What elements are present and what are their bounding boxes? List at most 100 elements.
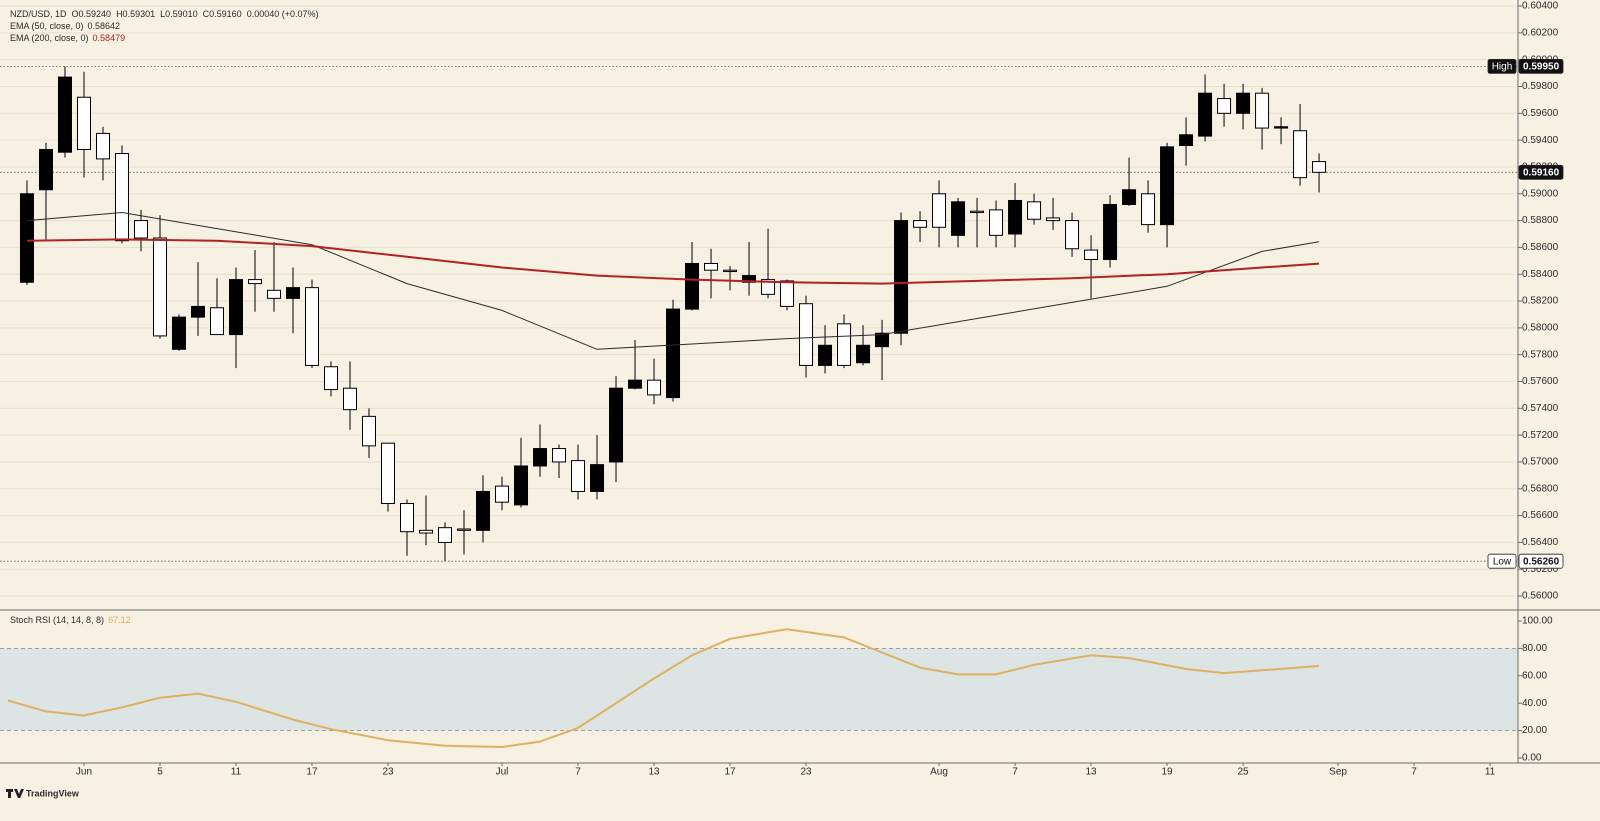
candle-body bbox=[514, 465, 529, 506]
legend-item: C0.59160 bbox=[203, 9, 242, 19]
y-tick-label: 0.00 bbox=[1522, 753, 1542, 764]
candle-body bbox=[799, 303, 814, 366]
candle-body bbox=[476, 490, 491, 531]
legend: NZD/USD, 1D O0.59240 H0.59301 L0.59010 C0.59… bbox=[10, 9, 319, 19]
candle-body bbox=[495, 485, 510, 503]
candle-body bbox=[247, 279, 262, 285]
candle-body bbox=[552, 448, 567, 463]
candle-body bbox=[1160, 146, 1175, 226]
candle-body bbox=[114, 153, 129, 242]
x-tick-label: Jun bbox=[76, 767, 92, 778]
y-tick-label: 0.57200 bbox=[1522, 430, 1559, 441]
candle-body bbox=[951, 201, 966, 236]
candle-body bbox=[304, 287, 319, 366]
candle-body bbox=[685, 262, 700, 310]
x-tick-label: 25 bbox=[1237, 767, 1249, 778]
candle-body bbox=[1312, 161, 1327, 173]
candle-body bbox=[666, 308, 681, 399]
candle-body bbox=[704, 262, 719, 271]
band bbox=[0, 648, 1518, 731]
y-tick-label: 0.58400 bbox=[1522, 269, 1559, 280]
logo: TradingView bbox=[6, 788, 80, 798]
y-tick-label: 0.56200 bbox=[1522, 564, 1559, 575]
x-tick-label: 23 bbox=[800, 767, 812, 778]
marker-tag-label: Low bbox=[1493, 556, 1512, 567]
candle-body bbox=[1065, 220, 1080, 250]
candle-body bbox=[57, 76, 72, 153]
indicator-line bbox=[7, 628, 1320, 748]
legend-symbol: NZD/USD, 1D bbox=[10, 9, 67, 19]
legend-item: L0.59010 bbox=[160, 9, 198, 19]
candle-body bbox=[1046, 217, 1061, 222]
x-tick-label: 11 bbox=[231, 767, 242, 778]
price-box bbox=[1518, 164, 1564, 180]
candle-body bbox=[837, 323, 852, 366]
indicator-line bbox=[26, 238, 1320, 285]
candle-body bbox=[209, 307, 224, 336]
x-tick-label: 7 bbox=[1411, 767, 1417, 778]
candle-body bbox=[76, 96, 91, 151]
candle-body bbox=[1008, 199, 1023, 235]
x-tick-label: 11 bbox=[1485, 767, 1496, 778]
candle-body bbox=[647, 379, 662, 396]
candle-body bbox=[1122, 189, 1137, 205]
legend-name: EMA (200, close, 0) bbox=[10, 33, 89, 43]
x-tick-label: Jul bbox=[496, 767, 509, 778]
candle-body bbox=[381, 442, 396, 505]
candle-body bbox=[228, 279, 243, 336]
legend-value: 0.58642 bbox=[88, 21, 121, 31]
y-tick-label: 0.58800 bbox=[1522, 215, 1559, 226]
y-tick-label: 0.57000 bbox=[1522, 457, 1559, 468]
candle-body bbox=[1027, 201, 1042, 220]
legend-name: Stoch RSI (14, 14, 8, 8) bbox=[10, 615, 104, 625]
indicator-line bbox=[26, 212, 1320, 350]
candle-body bbox=[19, 193, 34, 283]
candle-body bbox=[362, 415, 377, 447]
y-tick-label: 0.57800 bbox=[1522, 349, 1559, 360]
candle-body bbox=[457, 528, 472, 531]
y-tick-label: 0.57400 bbox=[1522, 403, 1559, 414]
candle-body bbox=[590, 464, 605, 492]
y-tick-label: 0.58000 bbox=[1522, 323, 1559, 334]
y-tick-label: 0.56600 bbox=[1522, 510, 1559, 521]
candle-body bbox=[1255, 92, 1270, 129]
legend: EMA (50, close, 0) 0.58642 bbox=[10, 21, 120, 31]
candle-body bbox=[932, 193, 947, 228]
legend-item: O0.59240 bbox=[72, 9, 112, 19]
candle-body bbox=[856, 344, 871, 364]
y-tick-label: 0.57600 bbox=[1522, 376, 1559, 387]
candle-body bbox=[818, 344, 833, 366]
x-tick-label: 7 bbox=[575, 767, 581, 778]
y-tick-label: 0.60400 bbox=[1522, 1, 1559, 12]
legend-value: 0.58479 bbox=[93, 33, 126, 43]
candle-body bbox=[152, 237, 167, 337]
y-tick-label: 100.00 bbox=[1522, 616, 1553, 627]
candle-body bbox=[761, 279, 776, 295]
candle-body bbox=[742, 275, 757, 283]
y-tick-label: 0.59000 bbox=[1522, 188, 1559, 199]
price-box bbox=[1518, 58, 1564, 74]
candle-body bbox=[400, 503, 415, 533]
candle-body bbox=[1141, 193, 1156, 226]
candle-body bbox=[894, 220, 909, 334]
x-tick-label: 7 bbox=[1012, 767, 1018, 778]
y-tick-label: 60.00 bbox=[1522, 670, 1547, 681]
candle-body bbox=[875, 332, 890, 348]
y-tick-label: 0.59800 bbox=[1522, 81, 1559, 92]
x-tick-label: Aug bbox=[930, 767, 948, 778]
y-tick-label: 80.00 bbox=[1522, 643, 1547, 654]
candle-body bbox=[609, 387, 624, 463]
candle-body bbox=[1293, 130, 1308, 179]
legend-value: 67.12 bbox=[108, 615, 131, 625]
price-box-label: 0.59950 bbox=[1523, 62, 1560, 73]
candle-body bbox=[419, 529, 434, 534]
y-tick-label: 40.00 bbox=[1522, 698, 1547, 709]
candle-body bbox=[1236, 92, 1251, 114]
marker-tag-label: High bbox=[1492, 62, 1513, 73]
candle-body bbox=[628, 379, 643, 389]
x-tick-label: 13 bbox=[1085, 767, 1097, 778]
candle-body bbox=[970, 210, 985, 214]
y-tick-label: 0.56800 bbox=[1522, 483, 1559, 494]
